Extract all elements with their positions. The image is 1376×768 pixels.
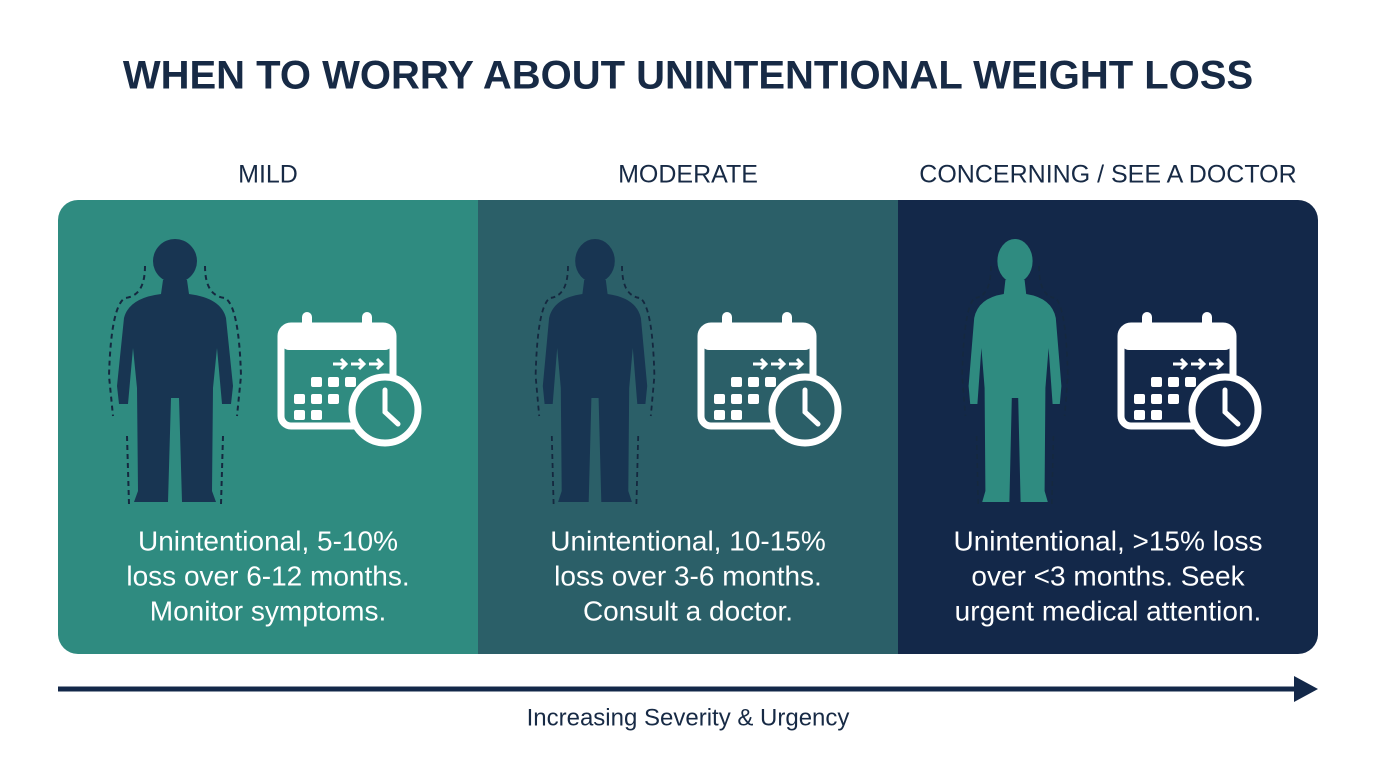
panel-heading: MODERATE [618,161,758,189]
footer-label: Increasing Severity & Urgency [527,704,850,731]
panel-description: Consult a doctor. [583,595,793,626]
panel-texts: MILD Unintentional, 5-10% loss over 6-12 m… [126,161,1296,627]
panel-description: urgent medical attention. [955,595,1262,626]
panel-description: Unintentional, 10-15% [550,525,826,556]
title: WHEN TO WORRY ABOUT UNINTENTIONAL WEIGHT… [123,54,1253,98]
arrow-head [1294,676,1318,702]
panel-description: loss over 6-12 months. [126,560,409,591]
panel-description: loss over 3-6 months. [554,560,822,591]
panel-heading: MILD [238,161,298,189]
panel-description: Unintentional, 5-10% [138,525,398,556]
panel-heading: CONCERNING / SEE A DOCTOR [919,161,1296,189]
panel-description: Monitor symptoms. [150,595,387,626]
panel-description: Unintentional, >15% loss [954,525,1263,556]
panel-description: over <3 months. Seek [971,560,1245,591]
